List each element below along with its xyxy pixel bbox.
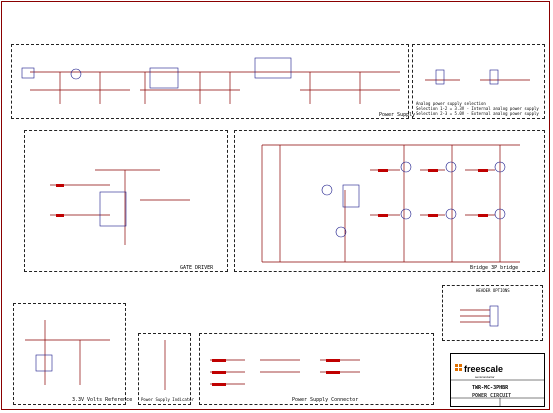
region-analog-selection: [412, 44, 545, 119]
analog-note-line1: Selection 1-2 = 3.3V - Internal analog p…: [416, 106, 539, 111]
region-connector: [199, 333, 434, 405]
label-gate-driver: GATE DRIVER: [180, 265, 214, 271]
analog-note-line2: Selection 2-3 = 5.0V - External analog p…: [416, 111, 539, 116]
label-bridge: Bridge 3P bridge: [470, 265, 519, 271]
region-bridge: [234, 130, 545, 272]
freescale-logo-mark: [455, 364, 462, 371]
freescale-logo: freescale: [464, 364, 504, 374]
region-reference: [13, 303, 126, 405]
region-power-supply: [11, 44, 409, 119]
region-header-options: [442, 285, 543, 341]
region-gate-driver: [24, 130, 228, 272]
analog-note-title: Analog power supply selection: [416, 101, 486, 106]
label-header-options: HEADER OPTIONS: [476, 288, 510, 293]
freescale-logo-sub: semiconductor: [475, 375, 495, 379]
label-reference: 3.3V Volts Reference: [72, 397, 133, 403]
project-name: TWR-MC-3PHBR: [472, 385, 509, 391]
label-power-supply: Power Supply: [379, 112, 416, 118]
region-indicator: [138, 333, 191, 405]
sheet-title: POWER CIRCUIT: [472, 393, 512, 399]
label-connector: Power Supply Connector: [292, 397, 359, 403]
label-indicator: Power Supply Indicator: [141, 397, 194, 402]
